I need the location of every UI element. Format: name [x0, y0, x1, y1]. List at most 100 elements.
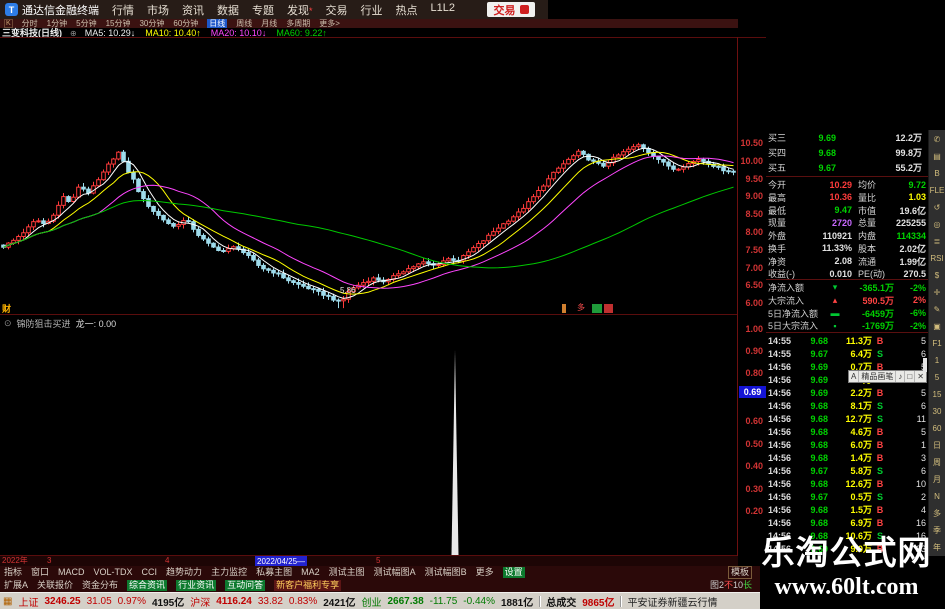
tab-指标[interactable]: 指标: [4, 567, 23, 577]
tab-窗口[interactable]: 窗口: [31, 567, 50, 577]
tab-综合资讯[interactable]: 综合资讯: [127, 580, 168, 591]
money-flow-row[interactable]: 5日净流入额 ▬ -6459万 -6%: [768, 307, 926, 320]
menu-item-市场[interactable]: 市场: [147, 4, 169, 17]
period-月线[interactable]: 月线: [261, 19, 278, 28]
toolbar-item-30[interactable]: 30: [932, 407, 942, 416]
tab-行业资讯[interactable]: 行业资讯: [176, 580, 217, 591]
popup-tool-精品画笔[interactable]: 精品画笔: [858, 371, 895, 382]
status-item[interactable]: 2667.38: [387, 595, 424, 607]
transaction-row[interactable]: 14:56 9.67 5.8万 S 6: [768, 464, 926, 477]
status-item[interactable]: 4195亿: [152, 597, 185, 609]
toolbar-item-周[interactable]: 周: [933, 458, 941, 467]
tab-CCI[interactable]: CCI: [141, 567, 158, 577]
tab-测试幅图A[interactable]: 测试幅图A: [373, 567, 416, 577]
popup-tool-A[interactable]: A: [851, 372, 857, 381]
transaction-row[interactable]: 14:56 9.68 12.7万 S 11: [768, 412, 926, 425]
popup-tool-♪[interactable]: ♪: [895, 371, 904, 382]
tab-测试主图[interactable]: 测试主图: [328, 567, 365, 577]
toolbar-item-多[interactable]: 多: [933, 509, 941, 518]
status-item[interactable]: 1881亿: [500, 597, 534, 609]
tab-MA2[interactable]: MA2: [301, 567, 320, 577]
tab-资金分布[interactable]: 资金分布: [82, 580, 119, 590]
quote-detail-row[interactable]: 换手 11.33% 股本 2.02亿: [768, 242, 926, 255]
tab-新客户福利专享[interactable]: 新客户福利专享: [274, 580, 342, 591]
quote-detail-row[interactable]: 净资 2.08 流通 1.99亿: [768, 255, 926, 268]
status-item[interactable]: 2421亿: [323, 597, 356, 609]
transaction-row[interactable]: 14:55 9.67 6.4万 S 6: [768, 347, 926, 360]
period-30分钟[interactable]: 30分钟: [139, 19, 165, 28]
tab-私募主图[interactable]: 私募主图: [256, 567, 293, 577]
chart-badge-red-icon[interactable]: [604, 304, 613, 313]
transaction-row[interactable]: 14:56 9.68 4.6万 B 5: [768, 425, 926, 438]
template-button[interactable]: 模板: [727, 566, 752, 579]
menu-item-交易[interactable]: 交易: [325, 4, 348, 17]
period-周线[interactable]: 周线: [236, 19, 253, 28]
toolbar-item-日[interactable]: 日: [933, 441, 941, 450]
menu-item-专题[interactable]: 专题: [252, 4, 274, 17]
buy-queue-row[interactable]: 买四 9.68 99.8万: [768, 146, 926, 159]
tab-趋势动力[interactable]: 趋势动力: [166, 567, 203, 577]
toolbar-item-F1[interactable]: F1: [932, 339, 942, 348]
quote-detail-row[interactable]: 最低 9.47 市值 19.6亿: [768, 204, 926, 217]
toolbar-item-$[interactable]: $: [934, 271, 940, 280]
status-item[interactable]: 创业: [361, 597, 382, 609]
chart-badge-duo-icon[interactable]: 多: [577, 303, 585, 312]
status-item[interactable]: 9865亿: [582, 597, 615, 609]
toolbar-item-✆[interactable]: ✆: [933, 135, 941, 144]
candlestick-chart[interactable]: [1, 38, 738, 314]
tab-VOL-TDX[interactable]: VOL-TDX: [93, 567, 133, 577]
toolbar-item-◎[interactable]: ◎: [933, 220, 941, 229]
period-1分钟[interactable]: 1分钟: [46, 19, 68, 28]
buy-queue-row[interactable]: 买五 9.67 55.2万: [768, 161, 926, 174]
quote-detail-row[interactable]: 最高 10.36 量比 1.03: [768, 191, 926, 204]
toolbar-item-≣[interactable]: ≣: [933, 237, 941, 246]
indicator-dot-icon[interactable]: ⊙: [4, 318, 12, 328]
status-item[interactable]: 0.83%: [288, 595, 318, 607]
quote-detail-row[interactable]: 外盘 110921 内盘 114334: [768, 229, 926, 242]
period-5分钟[interactable]: 5分钟: [76, 19, 97, 28]
money-flow-row[interactable]: 净流入额 ▾ -365.1万 -2%: [768, 281, 926, 294]
transaction-row[interactable]: 14:56 9.68 1.5万 B 4: [768, 503, 926, 516]
tab-关联报价[interactable]: 关联报价: [37, 580, 74, 590]
status-item[interactable]: 4116.24: [216, 595, 252, 607]
scrollbar-thumb[interactable]: [923, 358, 927, 372]
chart-badge-orange-icon[interactable]: [562, 304, 566, 313]
circle-plus-icon[interactable]: ⊕: [70, 28, 77, 38]
tab-互动问答[interactable]: 互动问答: [225, 580, 266, 591]
kline-icon[interactable]: K: [4, 19, 13, 28]
transaction-row[interactable]: 14:56 9.67 0.5万 S 2: [768, 490, 926, 503]
menu-item-行情[interactable]: 行情: [112, 4, 134, 17]
popup-tool-□[interactable]: □: [904, 371, 914, 382]
menu-item-热点[interactable]: 热点: [395, 4, 418, 17]
transaction-row[interactable]: 14:55 9.68 11.3万 B 5: [768, 334, 926, 347]
quote-detail-row[interactable]: 现量 2720 总量 225255: [768, 216, 926, 229]
period-日线[interactable]: 日线: [207, 19, 228, 28]
toolbar-item-✎[interactable]: ✎: [933, 305, 941, 314]
toolbar-item-RSI[interactable]: RSI: [930, 254, 944, 263]
status-item[interactable]: 总成交: [546, 597, 577, 609]
popup-tool-✕[interactable]: ✕: [914, 371, 926, 382]
transaction-row[interactable]: 14:56 9.68 6.9万 B 16: [768, 516, 926, 529]
finance-badge-icon[interactable]: 财: [2, 304, 12, 314]
tab-测试幅图B[interactable]: 测试幅图B: [424, 567, 467, 577]
toolbar-item-▣[interactable]: ▣: [933, 322, 941, 331]
buy-queue-row[interactable]: 买三 9.69 12.2万: [768, 131, 926, 144]
transaction-row[interactable]: 14:56 9.68 8.1万 S 6: [768, 399, 926, 412]
toolbar-item-✛[interactable]: ✛: [933, 288, 941, 297]
status-item[interactable]: 上证: [18, 597, 39, 609]
status-item[interactable]: 沪深: [190, 597, 211, 609]
status-item[interactable]: -11.75: [429, 595, 458, 607]
transaction-row[interactable]: 14:56 9.68 12.6万 B 10: [768, 477, 926, 490]
menu-item-L1L2[interactable]: L1L2: [430, 1, 455, 14]
status-item[interactable]: 31.05: [86, 595, 112, 607]
chart-badge-green-icon[interactable]: [592, 304, 602, 313]
toolbar-item-年[interactable]: 年: [933, 543, 941, 552]
toolbar-item-↺[interactable]: ↺: [933, 203, 941, 212]
transaction-row[interactable]: 14:56 9.68 6.0万 B 1: [768, 438, 926, 451]
transaction-row[interactable]: 14:56 9.68 1.4万 B 3: [768, 451, 926, 464]
quote-detail-row[interactable]: 收益(-) 0.010 PE(动) 270.5: [768, 267, 926, 280]
status-item[interactable]: 0.97%: [117, 595, 146, 607]
status-item[interactable]: -0.44%: [463, 595, 495, 607]
tab-设置[interactable]: 设置: [502, 567, 525, 578]
transaction-row[interactable]: 14:56 9.69 9.0万 B 23: [768, 542, 926, 555]
